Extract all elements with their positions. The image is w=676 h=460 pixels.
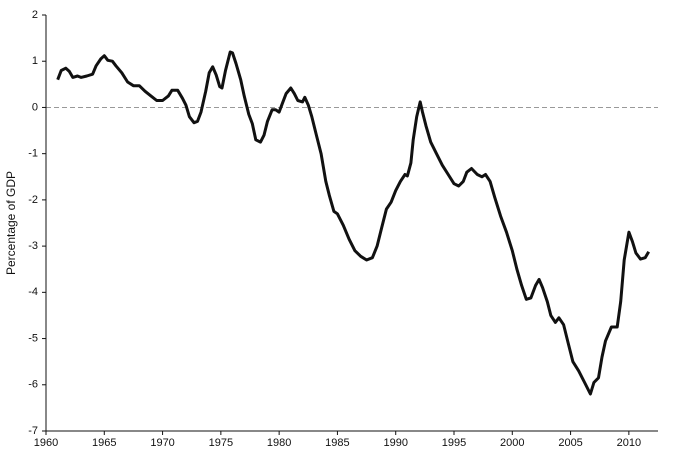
y-tick-label: -4 [28,286,38,298]
y-tick-label: -2 [28,194,38,206]
x-tick-label: 1970 [150,437,174,449]
x-tick-label: 1960 [34,437,58,449]
y-tick-label: -1 [28,148,38,160]
x-tick-label: 1975 [209,437,233,449]
y-axis-label: Percentage of GDP [4,171,18,275]
x-tick-label: 1995 [442,437,466,449]
y-tick-label: -7 [28,425,38,437]
y-tick-label: -6 [28,379,38,391]
x-tick-label: 1965 [92,437,116,449]
x-tick-label: 2000 [500,437,524,449]
y-tick-label: 2 [32,9,38,21]
x-tick-label: 1985 [325,437,349,449]
series-line [56,50,650,396]
y-tick-label: 1 [32,55,38,67]
y-tick-label: 0 [32,101,38,113]
x-tick-label: 1990 [383,437,407,449]
x-tick-label: 2005 [558,437,582,449]
y-tick-label: -5 [28,332,38,344]
y-tick-label: -3 [28,240,38,252]
x-tick-label: 1980 [267,437,291,449]
x-tick-label: 2010 [617,437,641,449]
